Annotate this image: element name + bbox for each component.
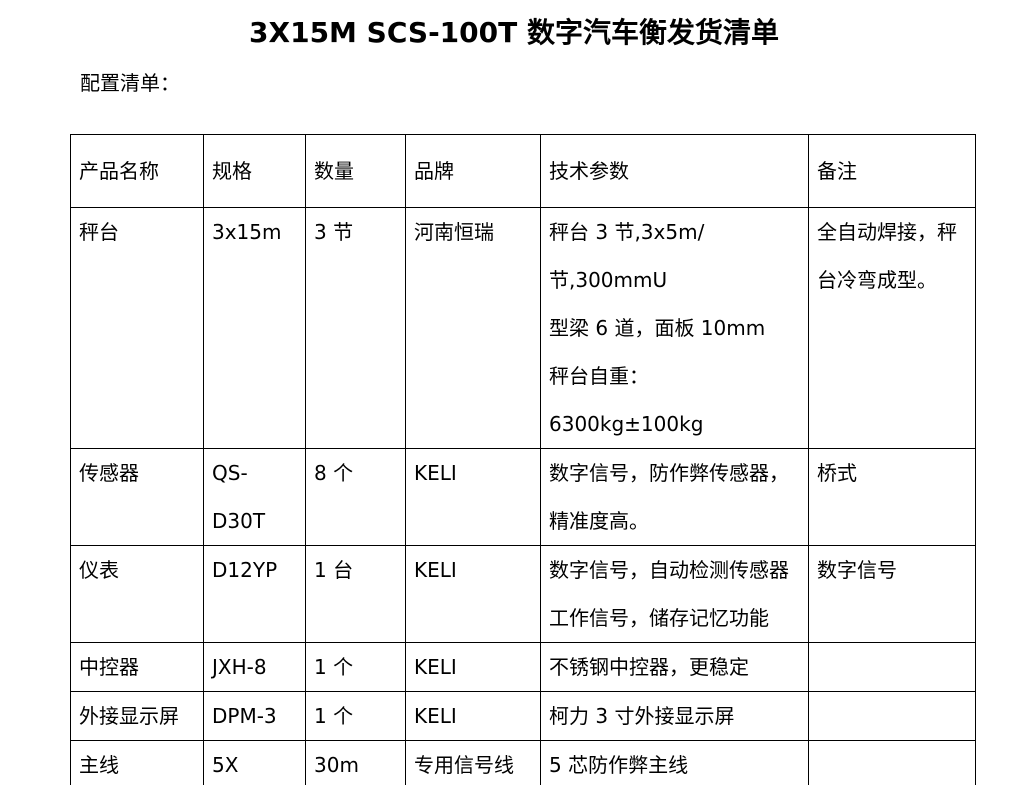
shipping-list-table: 产品名称 规格 数量 品牌 技术参数 备注 秤台 3x15m 3 节 河南恒瑞 … bbox=[70, 134, 976, 785]
cell-qty: 1 台 bbox=[305, 545, 406, 643]
table-header-row: 产品名称 规格 数量 品牌 技术参数 备注 bbox=[70, 134, 976, 208]
cell-tech-params: 柯力 3 寸外接显示屏 bbox=[540, 691, 809, 741]
column-header-remark: 备注 bbox=[808, 134, 976, 208]
table-row-main-cable: 主线 5X 30m 专用信号线 5 芯防作弊主线 bbox=[70, 740, 976, 785]
cell-product-name: 主线 bbox=[70, 740, 204, 785]
cell-product-name: 仪表 bbox=[70, 545, 204, 643]
cell-qty: 3 节 bbox=[305, 207, 406, 449]
cell-remark bbox=[808, 691, 976, 741]
cell-qty: 30m bbox=[305, 740, 406, 785]
cell-tech-params: 秤台 3 节,3x5m/节,300mmU 型梁 6 道，面板 10mm 秤台自重… bbox=[540, 207, 809, 449]
cell-spec: JXH-8 bbox=[203, 642, 306, 692]
table-row-external-display: 外接显示屏 DPM-3 1 个 KELI 柯力 3 寸外接显示屏 bbox=[70, 691, 976, 741]
cell-remark bbox=[808, 642, 976, 692]
cell-product-name: 传感器 bbox=[70, 448, 204, 546]
cell-qty: 1 个 bbox=[305, 691, 406, 741]
cell-spec: 5X bbox=[203, 740, 306, 785]
column-header-tech-params: 技术参数 bbox=[540, 134, 809, 208]
cell-remark: 桥式 bbox=[808, 448, 976, 546]
column-header-spec: 规格 bbox=[203, 134, 306, 208]
cell-qty: 1 个 bbox=[305, 642, 406, 692]
cell-remark: 数字信号 bbox=[808, 545, 976, 643]
table-row-indicator: 仪表 D12YP 1 台 KELI 数字信号，自动检测传感器 工作信号，储存记忆… bbox=[70, 545, 976, 643]
cell-product-name: 秤台 bbox=[70, 207, 204, 449]
column-header-brand: 品牌 bbox=[405, 134, 541, 208]
cell-tech-params: 数字信号，防作弊传感器， 精准度高。 bbox=[540, 448, 809, 546]
cell-tech-params: 数字信号，自动检测传感器 工作信号，储存记忆功能 bbox=[540, 545, 809, 643]
cell-brand: KELI bbox=[405, 642, 541, 692]
cell-spec: 3x15m bbox=[203, 207, 306, 449]
cell-brand: 河南恒瑞 bbox=[405, 207, 541, 449]
cell-remark: 全自动焊接，秤 台冷弯成型。 bbox=[808, 207, 976, 449]
table-row-sensor: 传感器 QS-D30T 8 个 KELI 数字信号，防作弊传感器， 精准度高。 … bbox=[70, 448, 976, 546]
cell-remark bbox=[808, 740, 976, 785]
cell-qty: 8 个 bbox=[305, 448, 406, 546]
section-label-config-list: 配置清单： bbox=[80, 71, 180, 95]
column-header-qty: 数量 bbox=[305, 134, 406, 208]
table-row-controller: 中控器 JXH-8 1 个 KELI 不锈钢中控器，更稳定 bbox=[70, 642, 976, 692]
cell-product-name: 中控器 bbox=[70, 642, 204, 692]
cell-tech-params: 不锈钢中控器，更稳定 bbox=[540, 642, 809, 692]
cell-spec: D12YP bbox=[203, 545, 306, 643]
cell-product-name: 外接显示屏 bbox=[70, 691, 204, 741]
cell-spec: DPM-3 bbox=[203, 691, 306, 741]
document-title: 3X15M SCS-100T 数字汽车衡发货清单 bbox=[249, 16, 779, 49]
cell-brand: KELI bbox=[405, 545, 541, 643]
cell-brand: KELI bbox=[405, 448, 541, 546]
cell-brand: 专用信号线 bbox=[405, 740, 541, 785]
column-header-product-name: 产品名称 bbox=[70, 134, 204, 208]
cell-spec: QS-D30T bbox=[203, 448, 306, 546]
table-row-weighbridge: 秤台 3x15m 3 节 河南恒瑞 秤台 3 节,3x5m/节,300mmU 型… bbox=[70, 207, 976, 449]
cell-brand: KELI bbox=[405, 691, 541, 741]
cell-tech-params: 5 芯防作弊主线 bbox=[540, 740, 809, 785]
